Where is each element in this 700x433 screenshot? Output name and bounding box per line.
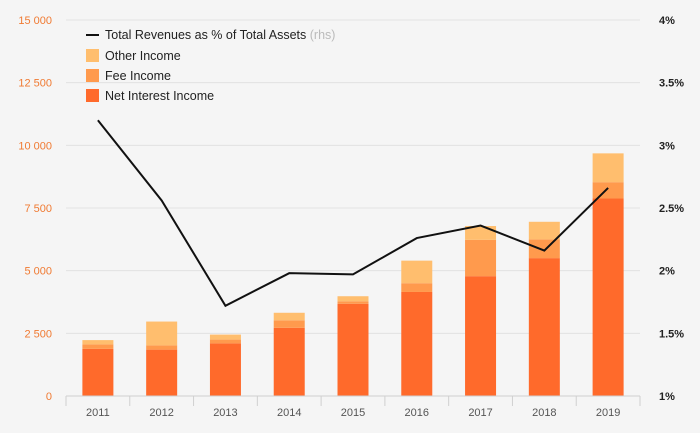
x-tick-label: 2012 (149, 407, 173, 419)
y-right-tick-label: 2% (659, 266, 675, 278)
bar-other-income (82, 340, 114, 345)
bar-fee-income (82, 344, 114, 349)
bar-other-income (146, 321, 178, 346)
bar-net-interest-income (146, 349, 178, 396)
bar-other-income (592, 153, 624, 183)
bar-net-interest-income (528, 258, 560, 396)
y-left-tick-label: 0 (46, 391, 52, 403)
y-left-tick-label: 12 500 (18, 78, 52, 90)
x-tick-label: 2017 (468, 407, 492, 419)
revenue-ratio-line (97, 119, 609, 308)
bar-fee-income (146, 345, 178, 350)
bar-net-interest-income (273, 327, 305, 396)
bar-other-income (528, 221, 560, 240)
axes: 0 2 500 5 000 7 500 10 000 12 500 15 000 1% 1.5%… (18, 15, 684, 419)
y-right-tick-label: 2.5% (659, 203, 684, 215)
y-left-tick-label: 10 000 (18, 140, 52, 152)
bar-net-interest-income (401, 291, 433, 396)
legend-swatch (86, 89, 99, 102)
x-tick-label: 2011 (86, 407, 110, 419)
legend: Total Revenues as % of Total Assets (rhs… (86, 28, 335, 103)
legend-label-revenue-ratio: Total Revenues as % of Total Assets (rhs… (105, 28, 335, 42)
revenue-ratio-line-group (97, 119, 609, 308)
legend-label: Other Income (105, 49, 181, 63)
legend-swatch (86, 49, 99, 62)
legend-swatch (86, 69, 99, 82)
y-right-tick-label: 1% (659, 391, 675, 403)
bar-net-interest-income (209, 343, 241, 396)
bar-net-interest-income (465, 276, 497, 396)
y-left-tick-label: 15 000 (18, 15, 52, 27)
bar-fee-income (337, 301, 369, 304)
x-tick-label: 2015 (341, 407, 365, 419)
legend-label: Fee Income (105, 69, 171, 83)
y-left-tick-label: 7 500 (24, 203, 52, 215)
bar-fee-income (592, 182, 624, 199)
bar-fee-income (465, 239, 497, 277)
bar-fee-income (528, 239, 560, 259)
x-tick-label: 2018 (532, 407, 556, 419)
y-right-tick-label: 1.5% (659, 328, 684, 340)
bar-fee-income (273, 320, 305, 328)
x-tick-label: 2013 (213, 407, 237, 419)
bars (82, 153, 624, 396)
y-right-tick-label: 3% (659, 140, 675, 152)
x-tick-label: 2019 (596, 407, 620, 419)
x-tick-label: 2014 (277, 407, 301, 419)
bar-fee-income (401, 283, 433, 292)
y-left-tick-label: 5 000 (24, 266, 52, 278)
bar-other-income (273, 312, 305, 321)
y-right-tick-label: 4% (659, 15, 675, 27)
bar-net-interest-income (337, 303, 369, 396)
bar-other-income (337, 296, 369, 302)
bar-other-income (401, 260, 433, 284)
legend-label: Net Interest Income (105, 89, 214, 103)
bar-fee-income (209, 339, 241, 344)
x-tick-label: 2016 (405, 407, 429, 419)
y-left-tick-label: 2 500 (24, 328, 52, 340)
bar-net-interest-income (82, 348, 114, 396)
bar-other-income (209, 334, 241, 340)
bar-net-interest-income (592, 198, 624, 396)
y-right-tick-label: 3.5% (659, 78, 684, 90)
